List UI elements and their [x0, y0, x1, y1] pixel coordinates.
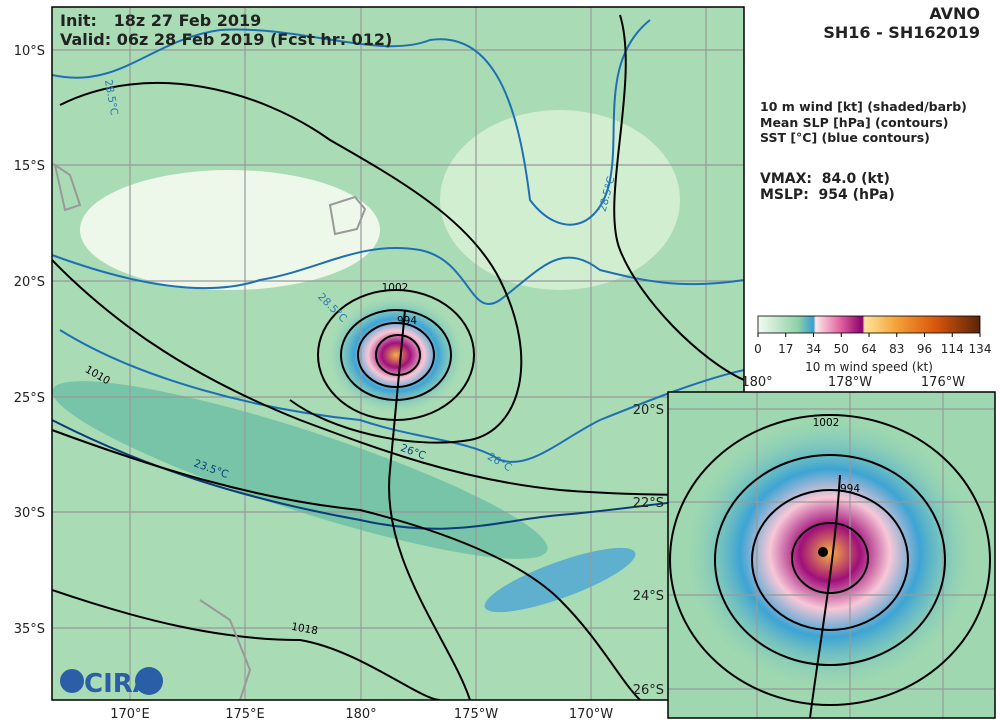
- valid-text: Valid: 06z 28 Feb 2019 (Fcst hr: 012): [60, 30, 392, 49]
- contour-label: 1018: [290, 621, 318, 637]
- lat-label: 10°S: [14, 44, 45, 59]
- storm-text: SH16 - SH162019: [823, 23, 980, 42]
- lat-label: 25°S: [14, 391, 45, 406]
- inset-contour-label: 1002: [813, 417, 840, 429]
- colorbar-tick-label: 134: [969, 342, 992, 356]
- main-map: [52, 7, 744, 700]
- contour-label: 994: [397, 315, 417, 327]
- legend-line: 10 m wind [kt] (shaded/barb): [760, 99, 967, 114]
- colorbar-tick-label: 0: [754, 342, 762, 356]
- colorbar-tick-label: 17: [778, 342, 793, 356]
- map-frame: [51, 6, 745, 701]
- colorbar-tick-label: 96: [917, 342, 932, 356]
- colorbar-tick-label: 83: [889, 342, 904, 356]
- lon-label: 180°: [345, 707, 376, 722]
- logo-text: CIRA: [84, 669, 153, 699]
- mslp-text: MSLP: 954 (hPa): [760, 187, 895, 203]
- contour-label: 1002: [382, 282, 409, 294]
- logo: CIRA: [60, 667, 163, 699]
- inset-map: [668, 392, 995, 718]
- inset-lat-label: 24°S: [633, 589, 664, 604]
- lon-label: 170°E: [110, 707, 150, 722]
- colorbar-tick-label: 114: [941, 342, 964, 356]
- legend-line: SST [°C] (blue contours): [760, 130, 930, 145]
- legend-line: Mean SLP [hPa] (contours): [760, 115, 948, 130]
- inset-lon-label: 178°W: [828, 375, 872, 390]
- lon-label: 175°E: [225, 707, 265, 722]
- init-text: Init: 18z 27 Feb 2019: [60, 11, 261, 30]
- inset-lon-label: 180°: [741, 375, 772, 390]
- colorbar: [757, 315, 981, 334]
- lat-label: 20°S: [14, 275, 45, 290]
- inset-lon-label: 176°W: [921, 375, 965, 390]
- inset-lat-label: 26°S: [633, 683, 664, 698]
- model-text: AVNO: [929, 4, 980, 23]
- lon-label: 175°W: [454, 707, 498, 722]
- lat-label: 30°S: [14, 506, 45, 521]
- inset-frame: [667, 391, 996, 719]
- lon-label: 170°W: [569, 707, 613, 722]
- colorbar-label: 10 m wind speed (kt): [805, 360, 933, 374]
- colorbar-tick-label: 50: [834, 342, 849, 356]
- inset-contour-label: 994: [840, 483, 860, 495]
- inset-lat-label: 20°S: [633, 403, 664, 418]
- inset-lat-label: 22°S: [633, 496, 664, 511]
- colorbar-tick-label: 64: [861, 342, 876, 356]
- lat-label: 15°S: [14, 159, 45, 174]
- lat-label: 35°S: [14, 622, 45, 637]
- vmax-text: VMAX: 84.0 (kt): [760, 171, 890, 187]
- colorbar-tick-label: 34: [806, 342, 821, 356]
